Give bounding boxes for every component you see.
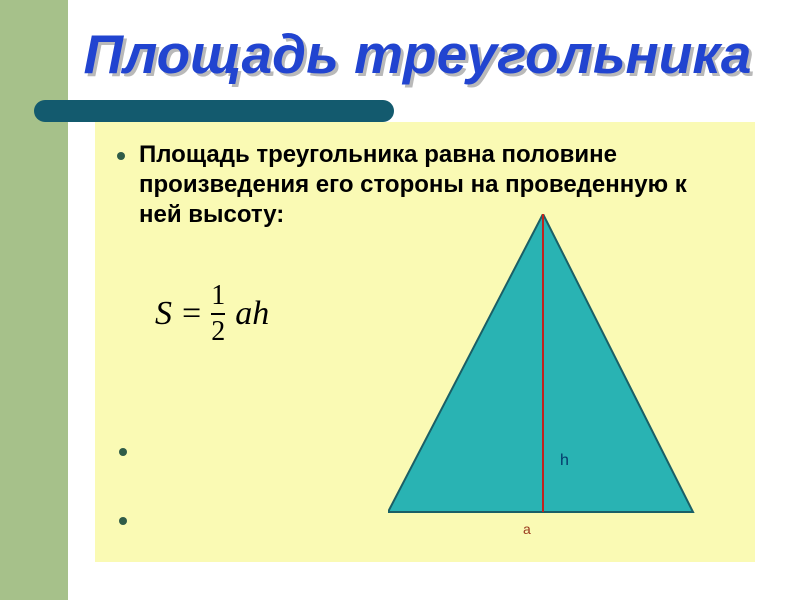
formula-eq: =: [182, 295, 201, 333]
bullet-icon: [117, 152, 125, 160]
fraction-bar: [211, 313, 225, 315]
bullet-empty-1: [119, 448, 127, 456]
area-formula: S = 1 2 ah: [155, 282, 269, 346]
formula-rhs: ah: [235, 295, 269, 333]
formula-fraction: 1 2: [211, 282, 225, 346]
formula-den: 2: [211, 318, 225, 346]
page-title-text: Площадь треугольника: [84, 23, 752, 85]
page-title: Площадь треугольника: [45, 22, 790, 86]
triangle-shape: [388, 214, 693, 512]
formula-num: 1: [211, 282, 225, 310]
label-base: a: [523, 521, 531, 537]
triangle-figure: [388, 214, 698, 534]
triangle-svg: [388, 214, 698, 534]
content-panel: Площадь треугольника равна половине прои…: [95, 122, 755, 562]
divider-bar: [34, 100, 394, 122]
bullet-empty-2: [119, 517, 127, 525]
formula-lhs: S: [155, 295, 172, 333]
label-height: h: [560, 452, 569, 470]
side-accent-strip: [0, 0, 68, 600]
